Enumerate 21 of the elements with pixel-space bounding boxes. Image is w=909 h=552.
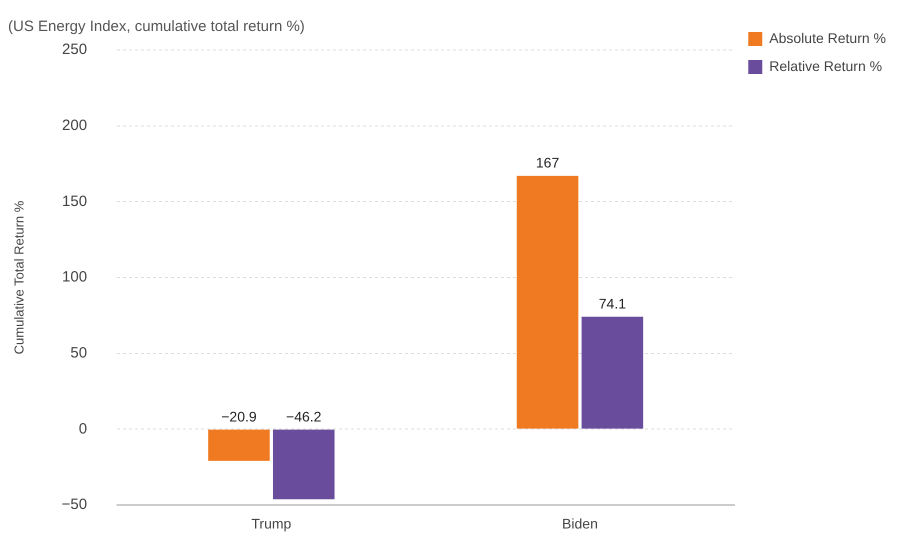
- x-tick-label: Biden: [562, 515, 598, 532]
- bar: [272, 430, 335, 500]
- y-tick-label: 50: [70, 344, 88, 362]
- y-tick-label: 100: [62, 268, 88, 286]
- data-label: 167: [536, 154, 560, 171]
- legend-label: Relative Return %: [769, 58, 882, 74]
- bar: [516, 176, 578, 429]
- y-tick-label: 0: [78, 420, 88, 438]
- bar: [208, 430, 270, 461]
- y-axis-title: Cumulative Total Return %: [11, 200, 26, 354]
- x-tick-label: Trump: [251, 515, 292, 532]
- bar: [582, 316, 644, 429]
- y-tick-label: 250: [62, 41, 88, 58]
- y-tick-label: −50: [62, 496, 88, 514]
- y-tick-label: 150: [62, 192, 88, 210]
- data-label: −46.2: [286, 408, 322, 425]
- chart-title: (US Energy Index, cumulative total return %): [8, 18, 305, 36]
- data-label: 74.1: [598, 296, 626, 312]
- data-label: −20.9: [221, 408, 257, 425]
- legend-label: Absolute Return %: [769, 30, 886, 46]
- y-tick-label: 200: [62, 116, 88, 134]
